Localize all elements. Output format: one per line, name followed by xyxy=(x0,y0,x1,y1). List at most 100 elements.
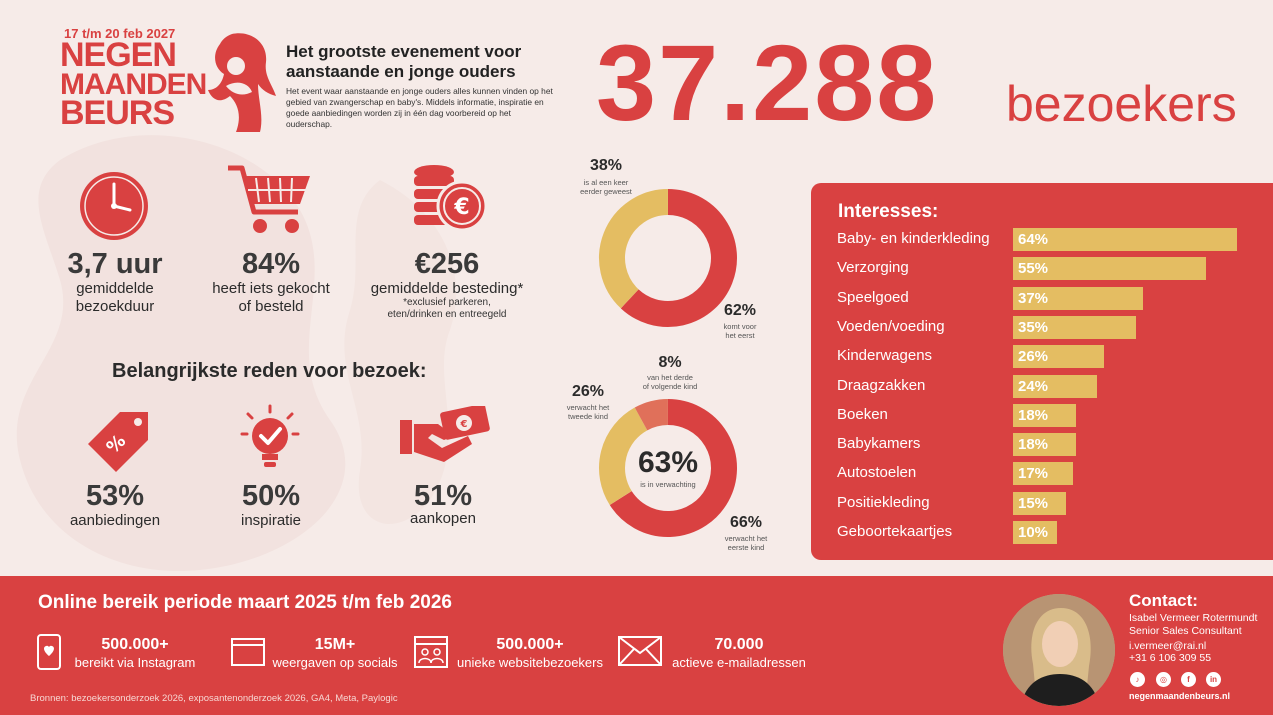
stat-spend-label: gemiddelde besteding* xyxy=(370,280,524,297)
donut2-second-value: 26% xyxy=(571,383,605,400)
interest-label: Speelgoed xyxy=(837,288,909,306)
interest-label: Voeden/voeding xyxy=(837,317,945,335)
donut1-first-label-1: komt voor xyxy=(723,322,757,331)
donut2-second-slice xyxy=(599,407,648,505)
stat-bought-label-2: of besteld xyxy=(238,298,304,315)
donut2-first-slice xyxy=(609,399,737,537)
lightbulb-check-icon xyxy=(240,404,300,467)
logo: 17 t/m 20 feb 2027 NEGEN MAANDEN BEURS xyxy=(58,26,278,136)
intro-text: Het event waar aanstaande en jonge ouder… xyxy=(286,86,553,129)
mother-baby-logo-icon xyxy=(208,33,276,132)
interest-bar xyxy=(1013,286,1143,310)
instagram-icon[interactable]: ◎ xyxy=(1156,672,1171,687)
interest-bar xyxy=(1013,257,1206,281)
reach-website-value: 500.000+ xyxy=(496,636,564,653)
reach-instagram-value: 500.000+ xyxy=(101,636,169,653)
reason-offers-value: 53% xyxy=(85,480,145,512)
interests-title: Interesses: xyxy=(838,201,939,222)
reason-offers-label: aanbiedingen xyxy=(69,512,161,529)
donut1-returning-value: 38% xyxy=(589,157,623,174)
donut2-first-label-1: verwacht het xyxy=(724,534,768,543)
interest-bar xyxy=(1013,462,1073,486)
svg-text:€: € xyxy=(460,419,468,430)
contact-name: Isabel Vermeer Rotermundt xyxy=(1129,612,1258,624)
interest-label: Autostoelen xyxy=(837,464,917,482)
contact-phone[interactable]: +31 6 106 309 55 xyxy=(1129,652,1212,664)
clock-icon xyxy=(80,172,148,240)
reason-purchases-value: 51% xyxy=(413,480,473,512)
donut1-first-value: 62% xyxy=(723,302,757,319)
donut2-third-value: 8% xyxy=(658,354,682,371)
interest-value: 64% xyxy=(1018,231,1049,248)
interest-value: 17% xyxy=(1018,465,1049,483)
background-silhouette xyxy=(16,135,457,572)
interest-value: 35% xyxy=(1018,318,1049,336)
online-reach-title: Online bereik periode maart 2025 t/m feb… xyxy=(38,592,452,613)
interest-value: 24% xyxy=(1018,377,1049,395)
interest-label: Babykamers xyxy=(837,435,921,453)
interest-label: Verzorging xyxy=(837,259,909,277)
interest-label: Boeken xyxy=(837,405,888,423)
contact-title: Contact: xyxy=(1129,591,1198,610)
website-users-icon xyxy=(414,636,448,668)
interest-label: Kinderwagens xyxy=(837,347,933,365)
reasons-title: Belangrijkste reden voor bezoek: xyxy=(112,360,427,382)
price-tag-icon: % xyxy=(88,412,148,472)
logo-word-3: BEURS xyxy=(60,94,175,132)
stat-duration-value: 3,7 uur xyxy=(67,248,163,280)
interest-value: 18% xyxy=(1018,406,1049,424)
donut2-second-label-2: tweede kind xyxy=(567,412,609,421)
sources-note: Bronnen: bezoekersonderzoek 2026, exposa… xyxy=(30,693,398,704)
shopping-cart-icon xyxy=(228,165,310,233)
donut1-returning-label-1: is al een keer xyxy=(583,178,629,187)
tiktok-icon[interactable]: ♪ xyxy=(1130,672,1145,687)
donut-pregnancy xyxy=(599,399,737,537)
interest-bar xyxy=(1013,345,1104,369)
event-date: 17 t/m 20 feb 2027 xyxy=(64,26,176,41)
interest-bar xyxy=(1013,521,1057,544)
logo-word-1: NEGEN xyxy=(60,36,177,74)
reach-socials-label: weergaven op socials xyxy=(272,655,398,670)
reach-website-label: unieke websitebezoekers xyxy=(457,655,603,670)
interest-value: 18% xyxy=(1018,436,1049,454)
reach-instagram-label: bereikt via Instagram xyxy=(74,655,196,670)
donut1-returning-slice xyxy=(599,189,669,309)
linkedin-icon[interactable]: in xyxy=(1206,672,1221,687)
contact-photo xyxy=(1003,594,1115,706)
donut2-third-label-1: van het derde xyxy=(647,373,693,382)
stat-duration-label-1: gemiddelde xyxy=(76,280,154,297)
reason-inspiration-label: inspiratie xyxy=(240,512,302,529)
stat-bought-label-1: heeft iets gekocht xyxy=(212,280,330,297)
visitor-count: 37.288 xyxy=(596,22,939,143)
donut1-first-slice xyxy=(620,189,737,327)
donut1-returning-label-2: eerder geweest xyxy=(580,187,632,196)
stat-duration-label-2: bezoekduur xyxy=(75,298,155,315)
hand-money-icon: € xyxy=(400,406,490,462)
stat-spend-value: €256 xyxy=(414,248,480,280)
logo-word-2: MAANDEN xyxy=(60,68,207,101)
interest-bar xyxy=(1013,374,1097,398)
interest-label: Draagzakken xyxy=(837,376,926,394)
interest-bar xyxy=(1013,228,1237,251)
stat-spend-note-1: *exclusief parkeren, xyxy=(403,297,491,308)
stat-spend-note-2: eten/drinken en entreegeld xyxy=(387,309,507,320)
donut-first-visit xyxy=(599,189,737,327)
phone-heart-icon xyxy=(37,634,61,670)
website-link[interactable]: negenmaandenbeurs.nl xyxy=(1129,691,1231,701)
donut2-second-label-1: verwacht het xyxy=(566,403,610,412)
contact-email[interactable]: i.vermeer@rai.nl xyxy=(1129,640,1207,652)
reach-socials-value: 15M+ xyxy=(314,636,356,653)
reason-inspiration-value: 50% xyxy=(241,480,301,512)
stat-bought-value: 84% xyxy=(241,248,301,280)
envelope-icon xyxy=(618,636,662,666)
donut2-center-label: is in verwachting xyxy=(640,480,696,489)
reach-email-value: 70.000 xyxy=(714,636,764,653)
interest-value: 26% xyxy=(1018,348,1049,366)
interest-value: 55% xyxy=(1018,260,1049,278)
facebook-icon[interactable]: f xyxy=(1181,672,1196,687)
interest-bar xyxy=(1013,315,1136,339)
interest-value: 37% xyxy=(1018,289,1049,307)
contact-role: Senior Sales Consultant xyxy=(1129,625,1242,637)
donut2-first-label-2: eerste kind xyxy=(727,543,765,552)
reach-email-label: actieve e-mailadressen xyxy=(672,655,806,670)
